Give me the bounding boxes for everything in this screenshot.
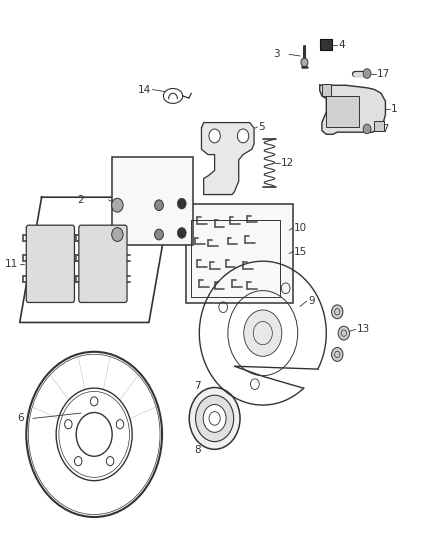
Circle shape — [65, 419, 72, 429]
Polygon shape — [320, 85, 385, 134]
FancyBboxPatch shape — [79, 225, 127, 303]
Circle shape — [90, 397, 98, 406]
Circle shape — [244, 310, 282, 356]
Text: 2: 2 — [78, 195, 84, 205]
Text: 17: 17 — [377, 69, 390, 78]
Text: 11: 11 — [5, 259, 18, 269]
Circle shape — [195, 395, 234, 441]
Circle shape — [237, 129, 249, 143]
Text: 12: 12 — [281, 158, 294, 167]
Circle shape — [112, 198, 123, 212]
Circle shape — [332, 305, 343, 319]
Text: 17: 17 — [377, 124, 390, 134]
Circle shape — [116, 419, 124, 429]
Text: 7: 7 — [194, 382, 201, 391]
Circle shape — [363, 124, 371, 134]
Text: 6: 6 — [18, 414, 24, 423]
Text: 8: 8 — [194, 446, 201, 455]
Text: 14: 14 — [138, 85, 151, 94]
Circle shape — [106, 457, 114, 466]
Text: 13: 13 — [357, 325, 370, 334]
Bar — [112, 157, 193, 245]
Circle shape — [189, 387, 240, 449]
Bar — [326, 96, 359, 127]
Polygon shape — [201, 123, 254, 195]
Circle shape — [112, 228, 123, 241]
FancyBboxPatch shape — [26, 225, 74, 303]
Text: 9: 9 — [308, 296, 314, 306]
Text: 5: 5 — [258, 122, 265, 132]
Text: 15: 15 — [293, 247, 307, 256]
Circle shape — [332, 348, 343, 361]
Bar — [186, 204, 293, 303]
Text: 3: 3 — [273, 50, 279, 59]
Bar — [320, 39, 332, 50]
Circle shape — [155, 200, 163, 211]
Circle shape — [363, 69, 371, 78]
Circle shape — [155, 229, 163, 240]
Circle shape — [177, 228, 186, 238]
Circle shape — [74, 457, 82, 466]
Circle shape — [301, 58, 308, 67]
Text: 4: 4 — [338, 40, 345, 50]
Circle shape — [177, 198, 186, 209]
Text: 1: 1 — [391, 104, 397, 114]
Circle shape — [203, 405, 226, 432]
Text: 10: 10 — [293, 223, 307, 233]
Circle shape — [209, 129, 220, 143]
Circle shape — [338, 326, 350, 340]
Bar — [374, 121, 384, 131]
Bar — [322, 84, 331, 96]
Bar — [191, 220, 280, 297]
